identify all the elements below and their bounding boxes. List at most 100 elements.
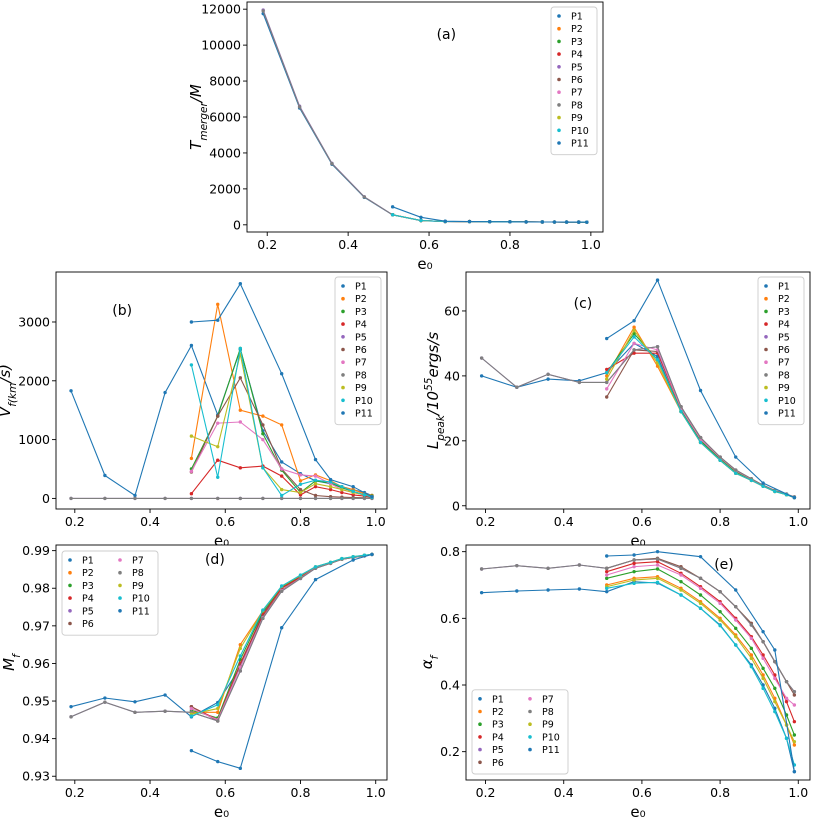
data-point xyxy=(734,468,738,472)
legend-marker xyxy=(478,747,482,752)
panel-d: 0.2 0.4 0.6 0.8 1.0 0.93 0.94 0.95 0.96 0.97 0.98 0… xyxy=(0,543,388,817)
legend-marker xyxy=(557,39,561,44)
x-tick-label: 1.0 xyxy=(366,785,386,800)
legend-entry: P9 xyxy=(355,383,367,394)
panel-c: 0.2 0.4 0.6 0.8 1.00204060e₀Lpeak/1055ergs/s… xyxy=(423,271,811,550)
y-tick-label: 20 xyxy=(444,433,460,448)
data-point xyxy=(328,560,333,564)
y-tick-label: 0 xyxy=(233,217,241,232)
legend-entry: P10 xyxy=(132,594,150,605)
data-point xyxy=(792,739,797,744)
data-point xyxy=(552,220,557,224)
data-point xyxy=(189,456,194,461)
data-point xyxy=(749,664,754,669)
data-point xyxy=(390,205,395,209)
legend-entry: P1 xyxy=(492,694,504,705)
data-point xyxy=(133,700,137,704)
legend-marker xyxy=(528,722,532,726)
legend-entry: P3 xyxy=(82,581,94,592)
legend-marker xyxy=(557,141,561,145)
legend-marker xyxy=(528,735,532,739)
data-point xyxy=(313,457,318,462)
data-point xyxy=(103,696,107,700)
legend-marker xyxy=(118,609,122,613)
data-point xyxy=(189,343,194,348)
x-tick-label: 0.4 xyxy=(140,785,160,800)
x-tick-label: 0.6 xyxy=(632,785,652,800)
legend-entry: P1 xyxy=(82,556,94,567)
data-point xyxy=(605,377,609,381)
series-line-p11 xyxy=(191,282,373,498)
legend-marker xyxy=(764,296,768,301)
series-line-p11 xyxy=(392,206,587,223)
x-tick-label: 0.8 xyxy=(500,237,520,252)
data-point xyxy=(792,495,797,500)
x-tick-label: 0.6 xyxy=(419,237,439,252)
data-point xyxy=(216,759,220,764)
x-tick-label: 0.2 xyxy=(65,785,85,800)
legend-marker xyxy=(68,621,72,626)
y-tick-label: 0.8 xyxy=(440,544,460,559)
data-point xyxy=(655,357,660,362)
data-point xyxy=(605,380,609,385)
data-point xyxy=(351,554,355,559)
data-point xyxy=(605,566,609,571)
data-point xyxy=(298,479,303,483)
legend-entry: P6 xyxy=(355,345,367,356)
y-tick-label: 0.96 xyxy=(22,656,50,671)
data-point xyxy=(279,589,284,593)
data-point xyxy=(632,553,636,557)
data-point xyxy=(362,493,367,497)
legend-marker xyxy=(557,128,561,133)
data-point xyxy=(189,363,194,367)
y-tick-label: 2000 xyxy=(209,181,241,196)
data-point xyxy=(351,496,355,501)
panel-e: 0.2 0.4 0.6 0.8 1.0 0.2 0.4 0.6 0.8 e₀ αf (e) P1 P2 P3… xyxy=(418,544,811,817)
legend-entry: P2 xyxy=(355,294,367,305)
legend-entry: P9 xyxy=(778,383,790,394)
series-line-p10 xyxy=(191,553,373,717)
legend-entry: P8 xyxy=(571,100,583,111)
x-tick-label: 0.2 xyxy=(476,785,496,800)
legend-entry: P6 xyxy=(778,345,790,356)
x-axis-label: e₀ xyxy=(417,255,432,273)
data-point xyxy=(655,576,660,581)
legend-entry: P9 xyxy=(571,113,583,124)
data-point xyxy=(632,578,636,582)
data-point xyxy=(577,563,582,567)
data-point xyxy=(340,496,344,501)
data-point xyxy=(298,573,303,577)
data-point xyxy=(698,586,703,591)
data-point xyxy=(605,554,609,558)
data-point xyxy=(792,743,797,747)
x-tick-label: 0.4 xyxy=(140,514,160,529)
data-point xyxy=(279,423,284,427)
y-axis-label: Vf(km/s) xyxy=(0,364,19,417)
data-point xyxy=(632,581,636,586)
data-point xyxy=(69,496,73,501)
legend-marker xyxy=(478,722,482,726)
data-point xyxy=(279,487,284,492)
legend-marker xyxy=(478,697,482,701)
y-tick-label: 0.2 xyxy=(440,744,460,759)
data-point xyxy=(605,395,609,399)
data-point xyxy=(298,576,303,581)
legend-marker xyxy=(341,347,345,352)
legend-marker xyxy=(68,558,72,562)
data-point xyxy=(479,567,484,571)
legend-entry: P9 xyxy=(132,581,144,592)
data-point xyxy=(238,654,243,658)
data-point xyxy=(261,608,265,612)
data-point xyxy=(279,467,284,471)
data-point xyxy=(605,573,609,577)
y-tick-label: 60 xyxy=(444,303,460,318)
data-point xyxy=(189,496,194,501)
legend-entry: P10 xyxy=(778,396,796,407)
data-point xyxy=(216,414,220,418)
data-point xyxy=(546,377,550,381)
data-point xyxy=(238,646,243,651)
data-point xyxy=(189,434,194,438)
x-tick-label: 0.6 xyxy=(215,785,235,800)
data-point xyxy=(298,482,303,487)
